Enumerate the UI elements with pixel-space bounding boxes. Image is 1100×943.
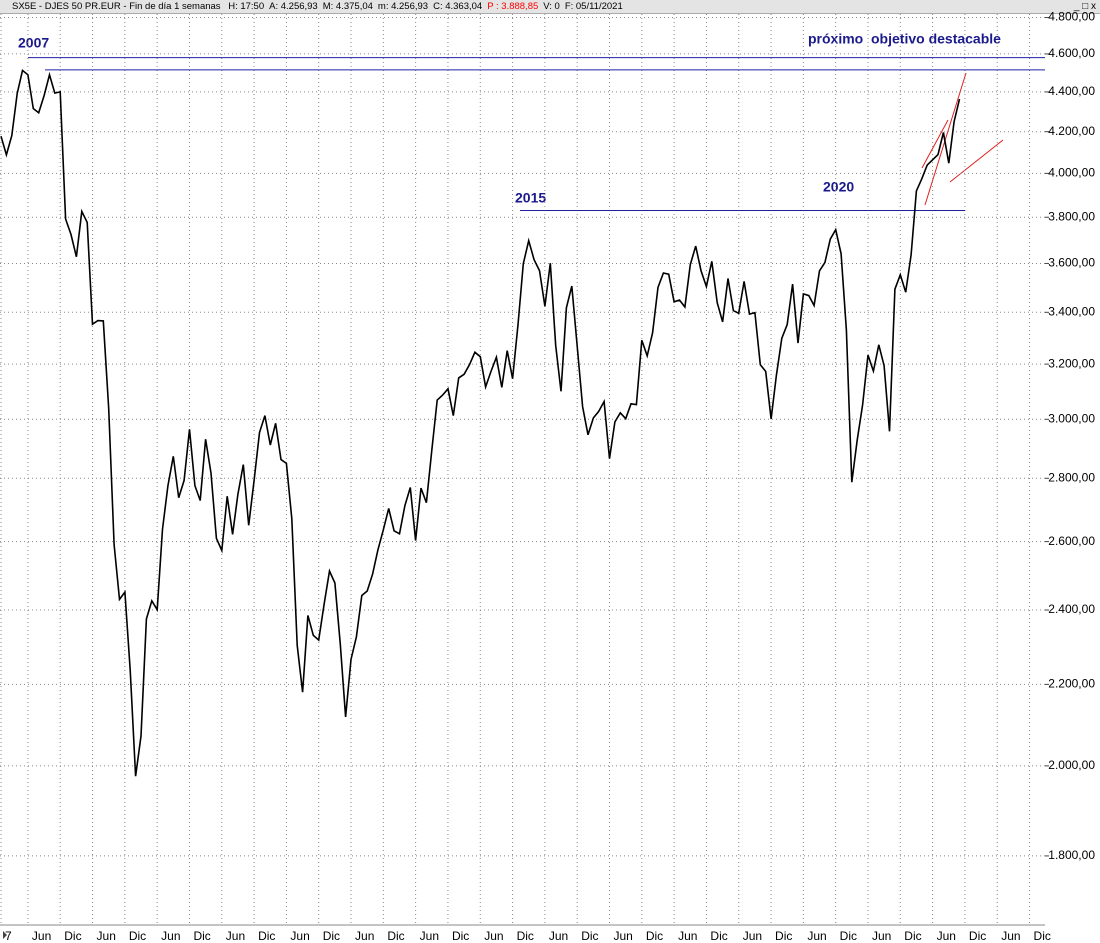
plot-area	[0, 14, 1045, 925]
x-tick-label: 7	[5, 929, 12, 943]
scroll-arrow[interactable]	[3, 931, 7, 939]
x-tick-label: Jun	[226, 929, 245, 943]
x-tick-label: Dic	[1034, 929, 1051, 943]
y-tick-label: 4.600,00	[1048, 46, 1095, 60]
x-tick-label: Dic	[840, 929, 857, 943]
y-tick-label: 4.800,00	[1048, 10, 1095, 24]
x-tick-label: Dic	[387, 929, 404, 943]
window-buttons[interactable]: _ □ x	[1073, 1, 1096, 12]
header-field: A: 4.256,93	[269, 1, 318, 12]
y-tick-label: 2.000,00	[1048, 758, 1095, 772]
y-tick-label: 4.200,00	[1048, 124, 1095, 138]
x-tick-label: Jun	[290, 929, 309, 943]
x-tick-label: Jun	[161, 929, 180, 943]
y-tick-label: 1.800,00	[1048, 848, 1095, 862]
annotation: 2015	[515, 190, 546, 206]
x-tick-label: Jun	[743, 929, 762, 943]
x-tick-label: Dic	[710, 929, 727, 943]
y-tick-label: 3.000,00	[1048, 411, 1095, 425]
y-tick-label: 4.000,00	[1048, 166, 1095, 180]
x-tick-label: Jun	[614, 929, 633, 943]
y-tick-label: 3.200,00	[1048, 356, 1095, 370]
y-tick-label: 2.600,00	[1048, 534, 1095, 548]
x-tick-label: Dic	[969, 929, 986, 943]
x-tick-label: Jun	[937, 929, 956, 943]
x-tick-label: Dic	[775, 929, 792, 943]
x-tick-label: Dic	[129, 929, 146, 943]
x-tick-label: Dic	[323, 929, 340, 943]
x-tick-label: Dic	[64, 929, 81, 943]
x-tick-label: Jun	[807, 929, 826, 943]
x-tick-label: Dic	[646, 929, 663, 943]
title: SX5E - DJES 50 PR.EUR - Fin de día 1 sem…	[12, 1, 221, 12]
header-field: F: 05/11/2021	[564, 1, 623, 12]
trend-line	[949, 139, 1004, 183]
y-tick-label: 3.800,00	[1048, 209, 1095, 223]
y-tick-label: 3.600,00	[1048, 256, 1095, 270]
header-field: V: 0	[543, 1, 560, 12]
x-tick-label: Jun	[420, 929, 439, 943]
x-tick-label: Dic	[452, 929, 469, 943]
header-field: M: 4.375,04	[322, 1, 373, 12]
price-line	[0, 68, 961, 777]
x-tick-label: Jun	[355, 929, 374, 943]
trend-line	[921, 119, 949, 169]
header-field: P : 3.888,85	[487, 1, 539, 12]
x-tick-label: Jun	[549, 929, 568, 943]
x-tick-label: Jun	[872, 929, 891, 943]
header-field: H: 17:50	[228, 1, 265, 12]
annotation: 2007	[18, 35, 49, 51]
x-tick-label: Jun	[678, 929, 697, 943]
header-field: m: 4.256,93	[377, 1, 429, 12]
x-tick-label: Dic	[517, 929, 534, 943]
trend-line	[924, 72, 967, 206]
y-tick-label: 2.800,00	[1048, 470, 1095, 484]
x-tick-label: Jun	[97, 929, 116, 943]
x-tick-label: Dic	[193, 929, 210, 943]
header-bar: SX5E - DJES 50 PR.EUR - Fin de día 1 sem…	[0, 0, 1100, 14]
annotation: 2020	[823, 179, 854, 195]
x-tick-label: Dic	[258, 929, 275, 943]
annotation: próximo objetivo destacable	[808, 31, 1001, 47]
x-tick-label: Dic	[581, 929, 598, 943]
x-tick-label: Dic	[904, 929, 921, 943]
y-tick-label: 2.200,00	[1048, 677, 1095, 691]
x-tick-label: Jun	[1001, 929, 1020, 943]
x-tick-label: Jun	[484, 929, 503, 943]
y-tick-label: 3.400,00	[1048, 304, 1095, 318]
y-tick-label: 2.400,00	[1048, 602, 1095, 616]
x-tick-label: Jun	[32, 929, 51, 943]
header-field: C: 4.363,04	[433, 1, 483, 12]
y-tick-label: 4.400,00	[1048, 84, 1095, 98]
